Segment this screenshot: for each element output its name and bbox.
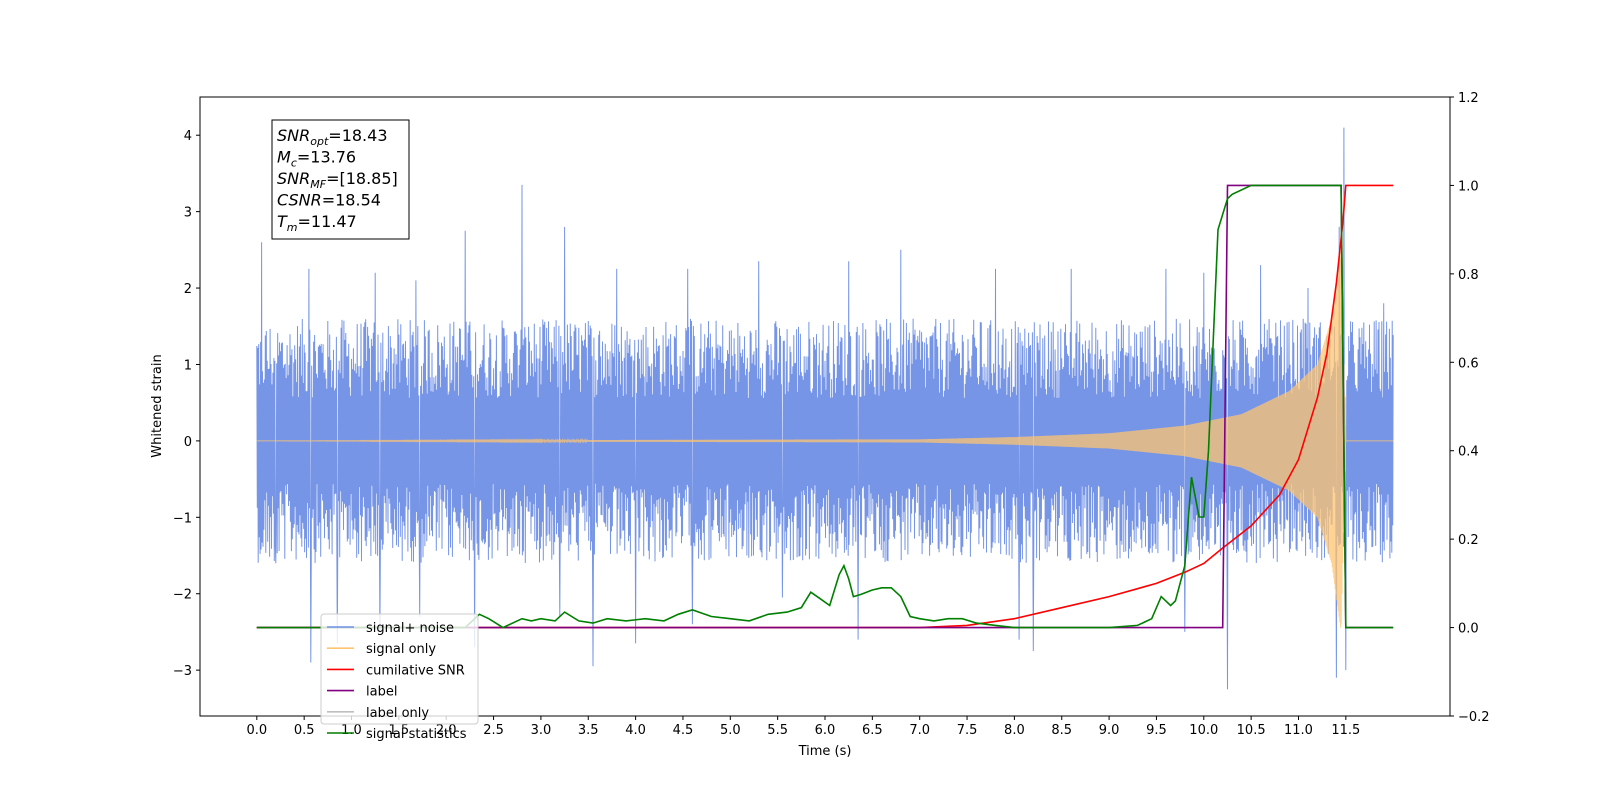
x-tick-label: 1.0	[341, 723, 362, 738]
stats-annotation-box: SNRopt=18.43Mc=13.76SNRMF=[18.85]CSNR=18…	[271, 119, 410, 240]
x-tick-label: 3.5	[578, 723, 599, 738]
x-tick-label: 2.5	[483, 723, 504, 738]
x-tick-label: 5.0	[720, 723, 741, 738]
annotation-line: SNRMF=[18.85]	[277, 169, 398, 191]
x-tick-label: 3.0	[531, 723, 552, 738]
annotation-value: =18.43	[328, 126, 387, 145]
annotation-symbol: SNR	[277, 169, 310, 188]
y-tick-label-left: −3	[173, 664, 192, 679]
y-tick-label-right: 1.0	[1458, 179, 1479, 194]
annotation-symbol: M	[277, 148, 291, 167]
x-tick-label: 0.5	[294, 723, 315, 738]
legend-label: signal+ noise	[366, 621, 454, 636]
annotation-line: Mc=13.76	[277, 148, 356, 170]
annotation-line: Tm=11.47	[277, 212, 357, 234]
y-tick-label-left: 4	[184, 129, 192, 144]
y-tick-label-right: 0.8	[1458, 268, 1479, 283]
legend-label: label only	[366, 706, 429, 721]
y-axis-right: 1.2 1.0 0.8 0.6 0.4 0.2 0.0 −0.2	[1450, 91, 1490, 725]
x-tick-label: 2.0	[436, 723, 457, 738]
x-tick-label: 9.0	[1099, 723, 1120, 738]
y-tick-label-left: 3	[184, 206, 192, 221]
annotation-symbol: CSNR	[277, 191, 322, 210]
y-tick-label-right: 1.2	[1458, 91, 1479, 106]
x-tick-label: 4.0	[625, 723, 646, 738]
x-tick-label: 9.5	[1146, 723, 1167, 738]
x-tick-label: 1.5	[389, 723, 410, 738]
x-tick-label: 7.5	[957, 723, 978, 738]
x-tick-label: 11.5	[1331, 723, 1360, 738]
legend: signal+ noise signal only cumilative SNR la…	[320, 613, 479, 742]
annotation-symbol: SNR	[277, 126, 310, 145]
legend-label: signal statistics	[366, 727, 467, 742]
series-signal-only-line	[256, 251, 1394, 628]
legend-frame	[320, 613, 479, 725]
annotation-value: =11.47	[298, 212, 357, 231]
x-axis: 0.0 0.5 1.0 1.5 2.0 2.5 3.0 3.5 4.0 4.5 5.0 5.5 6.0 6…	[246, 716, 1360, 738]
y-tick-label-right: 0.0	[1458, 622, 1479, 637]
y-tick-label-left: 2	[184, 282, 192, 297]
annotation-line: SNRopt=18.43	[277, 126, 388, 148]
x-tick-label: 4.5	[673, 723, 694, 738]
annotation-symbol: T	[277, 212, 288, 231]
y-axis-left: 4 3 2 1 0 −1 −2 −3	[173, 129, 200, 679]
x-tick-label: 8.0	[1004, 723, 1025, 738]
annotation-value: =13.76	[297, 148, 356, 167]
x-tick-label: 6.5	[862, 723, 883, 738]
annotation-subscript: m	[287, 221, 298, 234]
y-tick-label-right: 0.2	[1458, 533, 1479, 548]
x-tick-label: 0.0	[246, 723, 267, 738]
annotation-frame	[271, 119, 410, 240]
y-tick-label-left: −1	[173, 511, 192, 526]
y-tick-label-left: 0	[184, 435, 192, 450]
x-axis-label: Time (s)	[798, 744, 852, 759]
annotation-subscript: opt	[310, 135, 329, 148]
y-tick-label-right: 0.4	[1458, 445, 1479, 460]
legend-label: cumilative SNR	[366, 663, 465, 678]
x-tick-label: 6.0	[815, 723, 836, 738]
x-tick-label: 8.5	[1051, 723, 1072, 738]
x-tick-label: 10.5	[1237, 723, 1266, 738]
annotation-subscript: MF	[310, 178, 326, 191]
x-tick-label: 10.0	[1189, 723, 1218, 738]
annotation-value: =18.54	[322, 191, 381, 210]
y-tick-label-left: −2	[173, 588, 192, 603]
y-axis-label: Whitened strain	[150, 354, 165, 457]
x-tick-label: 7.0	[909, 723, 930, 738]
series-signal-noise-line	[256, 127, 1394, 690]
y-tick-label-right: 0.6	[1458, 356, 1479, 371]
x-tick-label: 11.0	[1284, 723, 1313, 738]
series-layer	[256, 127, 1394, 690]
annotation-value: =[18.85]	[326, 169, 398, 188]
annotation-line: CSNR=18.54	[277, 191, 381, 210]
legend-label: label	[366, 685, 397, 700]
legend-label: signal only	[366, 642, 436, 657]
series-signal-statistics-line	[256, 184, 1394, 629]
y-tick-label-left: 1	[184, 358, 192, 373]
x-tick-label: 5.5	[767, 723, 788, 738]
y-tick-label-right: −0.2	[1458, 710, 1490, 725]
annotation-subscript: c	[291, 157, 297, 170]
